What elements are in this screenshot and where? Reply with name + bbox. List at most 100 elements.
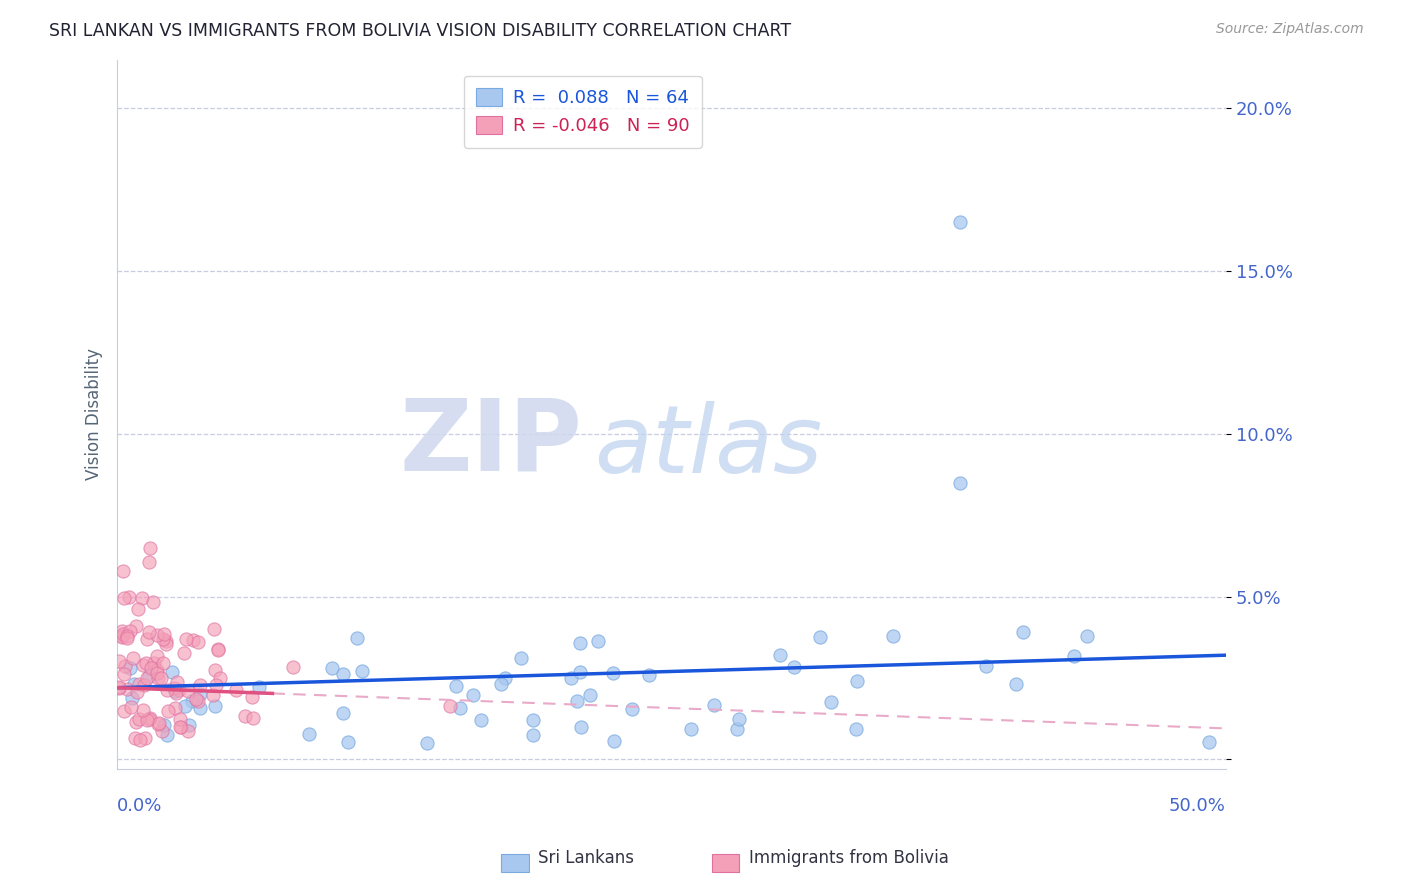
Point xyxy=(150,723,173,738)
Y-axis label: Vision Disability: Vision Disability xyxy=(86,349,103,481)
Point xyxy=(974,658,997,673)
Point xyxy=(136,713,159,727)
Point xyxy=(949,475,972,490)
Point xyxy=(332,666,354,681)
Point xyxy=(139,710,162,724)
Point xyxy=(115,681,138,696)
Point xyxy=(463,688,485,702)
Point xyxy=(174,699,197,714)
Point xyxy=(131,591,153,605)
Point xyxy=(111,630,134,644)
Point xyxy=(146,648,169,663)
Point xyxy=(602,665,624,680)
Point xyxy=(145,665,167,680)
Point xyxy=(769,648,792,662)
Point xyxy=(163,681,186,696)
Point xyxy=(139,541,162,555)
Point xyxy=(602,734,624,748)
Point xyxy=(336,735,359,749)
Point xyxy=(132,678,155,692)
Point xyxy=(163,701,186,715)
Point xyxy=(202,622,225,636)
Point xyxy=(242,711,264,725)
Point xyxy=(820,695,842,709)
Point xyxy=(108,654,131,668)
Point xyxy=(136,671,159,685)
Point xyxy=(146,716,169,731)
Point xyxy=(112,704,135,718)
Point xyxy=(169,720,191,734)
Point xyxy=(181,632,204,647)
Text: SRI LANKAN VS IMMIGRANTS FROM BOLIVIA VISION DISABILITY CORRELATION CHART: SRI LANKAN VS IMMIGRANTS FROM BOLIVIA VI… xyxy=(49,22,792,40)
Point xyxy=(127,601,149,615)
Point xyxy=(169,712,191,726)
Point xyxy=(444,679,467,693)
Point xyxy=(204,663,226,677)
Point xyxy=(128,733,150,747)
Point xyxy=(638,668,661,682)
Point xyxy=(146,663,169,677)
Point xyxy=(152,657,174,671)
Point xyxy=(110,624,132,638)
Point xyxy=(321,661,343,675)
Point xyxy=(152,627,174,641)
Text: Sri Lankans: Sri Lankans xyxy=(538,849,634,867)
Point xyxy=(121,691,143,706)
Point xyxy=(845,722,868,736)
Point xyxy=(188,678,211,692)
Point xyxy=(114,658,136,673)
Point xyxy=(125,685,148,699)
Point xyxy=(152,718,174,732)
Point xyxy=(108,681,131,696)
Point xyxy=(470,713,492,727)
Point xyxy=(522,728,544,742)
Point xyxy=(846,673,869,688)
Point xyxy=(332,706,354,720)
Point xyxy=(139,661,162,675)
Point xyxy=(108,680,131,694)
Bar xyxy=(711,855,740,872)
Point xyxy=(240,690,263,704)
Point xyxy=(882,629,904,643)
Point xyxy=(1198,735,1220,749)
Point xyxy=(703,698,725,713)
Point xyxy=(565,694,588,708)
Point xyxy=(204,678,226,692)
Point xyxy=(150,671,173,685)
Point xyxy=(111,629,134,643)
Point xyxy=(204,698,226,713)
Point xyxy=(679,723,702,737)
Point xyxy=(125,715,148,730)
Point xyxy=(152,632,174,647)
Point xyxy=(120,699,142,714)
Text: atlas: atlas xyxy=(593,401,823,491)
Point xyxy=(1063,649,1085,664)
Point xyxy=(949,215,972,229)
Point xyxy=(207,643,229,657)
Point xyxy=(118,624,141,639)
Point xyxy=(111,627,134,641)
Point xyxy=(207,642,229,657)
Point xyxy=(177,724,200,739)
Point xyxy=(298,727,321,741)
Point xyxy=(128,713,150,727)
Point xyxy=(208,671,231,685)
Text: 50.0%: 50.0% xyxy=(1168,797,1226,815)
Point xyxy=(225,683,247,698)
Point xyxy=(173,646,195,660)
Legend: R =  0.088   N = 64, R = -0.046   N = 90: R = 0.088 N = 64, R = -0.046 N = 90 xyxy=(464,76,702,148)
Point xyxy=(157,704,180,718)
Point xyxy=(416,736,439,750)
Bar xyxy=(501,855,529,872)
Point xyxy=(122,651,145,665)
Point xyxy=(155,637,177,651)
Point xyxy=(132,702,155,716)
Point xyxy=(1012,625,1035,640)
Point xyxy=(489,677,512,691)
Point xyxy=(155,728,177,742)
Point xyxy=(578,688,600,702)
Point xyxy=(509,651,531,665)
Point xyxy=(569,665,592,680)
Point xyxy=(138,555,160,569)
Point xyxy=(350,664,373,678)
